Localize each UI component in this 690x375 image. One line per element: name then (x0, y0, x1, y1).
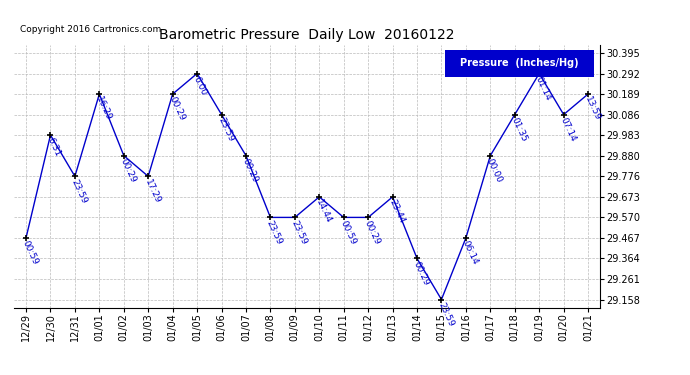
Text: 00:59: 00:59 (338, 219, 357, 246)
Text: 01:35: 01:35 (509, 116, 529, 143)
Text: 00:29: 00:29 (167, 95, 186, 123)
Text: 06:14: 06:14 (460, 239, 480, 267)
Text: 00:29: 00:29 (363, 219, 382, 246)
Text: 16:29: 16:29 (94, 95, 113, 123)
Text: 23:59: 23:59 (70, 178, 88, 205)
Text: 23:59: 23:59 (436, 301, 455, 328)
Text: 17:29: 17:29 (143, 178, 162, 205)
Text: 23:59: 23:59 (289, 219, 308, 246)
Text: 23:44: 23:44 (387, 198, 406, 225)
Text: 07:14: 07:14 (558, 116, 578, 143)
Text: 23:59: 23:59 (265, 219, 284, 246)
Text: 14:44: 14:44 (314, 198, 333, 225)
Text: 13:59: 13:59 (582, 95, 602, 123)
Text: 00:29: 00:29 (412, 260, 431, 287)
Text: 23:59: 23:59 (216, 116, 235, 143)
Text: 00:59: 00:59 (21, 239, 40, 267)
Text: 01:14: 01:14 (534, 75, 553, 102)
Text: Copyright 2016 Cartronics.com: Copyright 2016 Cartronics.com (19, 26, 161, 34)
Text: 6:00: 6:00 (192, 75, 208, 97)
Text: 00:29: 00:29 (241, 157, 259, 184)
Text: 00:29: 00:29 (119, 157, 137, 184)
Text: 00:00: 00:00 (485, 157, 504, 184)
Text: 6:31: 6:31 (45, 136, 61, 159)
Title: Barometric Pressure  Daily Low  20160122: Barometric Pressure Daily Low 20160122 (159, 28, 455, 42)
